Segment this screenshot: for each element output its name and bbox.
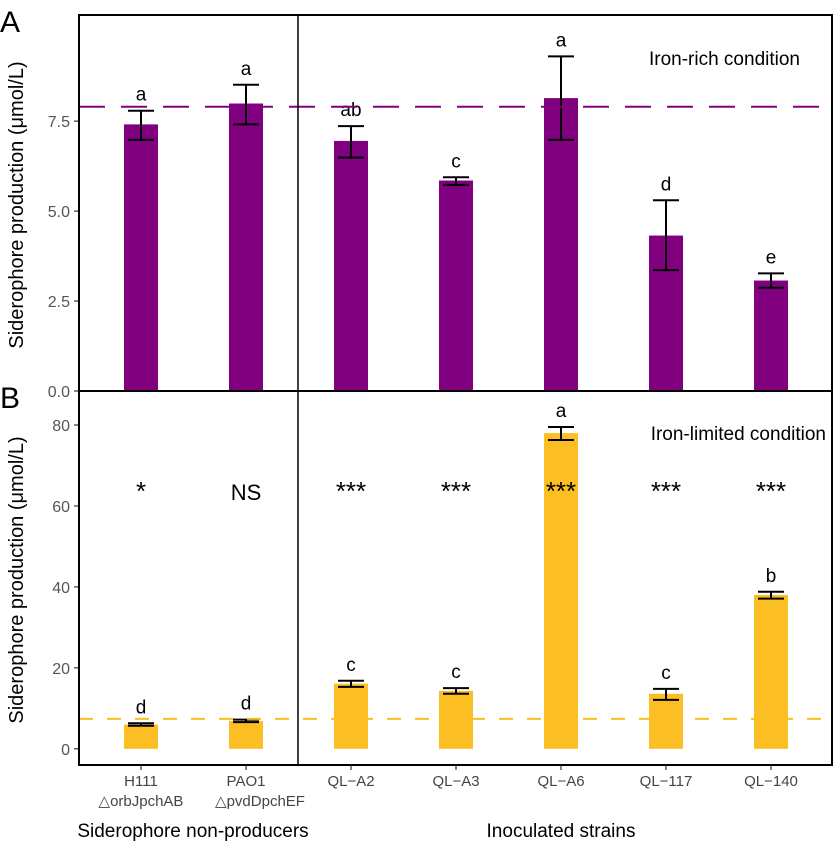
error-bar (128, 109, 154, 141)
letter-label: a (136, 85, 147, 106)
letter-label: ab (340, 100, 361, 121)
y-tick-label: 7.5 (48, 114, 70, 131)
letter-label: c (661, 663, 671, 684)
letter-label: d (136, 697, 147, 718)
error-bar (758, 590, 784, 600)
x-tick-label: QL−A2 (327, 773, 374, 790)
letter-label: a (241, 59, 252, 80)
x-tick-label: QL−140 (744, 773, 798, 790)
bar-H111 (124, 724, 158, 749)
bar-QL−140 (754, 280, 788, 391)
letter-label: d (241, 694, 252, 715)
bar-PAO1 (229, 103, 263, 392)
y-tick-label: 0.0 (48, 384, 70, 401)
panel-b: 0 20 40 60 80 d * d NS c *** c *** a *** c *** b *** (52, 390, 833, 766)
bar-QL−A3 (439, 180, 473, 391)
y-tick-label: 5.0 (48, 204, 70, 221)
panel-b-annotation: Iron-limited condition (651, 424, 826, 445)
y-tick-label: 0 (61, 742, 70, 759)
bar-QL−A6 (544, 433, 578, 749)
letter-label: c (451, 662, 461, 683)
error-bar (653, 687, 679, 701)
bar-QL−117 (649, 693, 683, 749)
bar-QL−A6 (544, 98, 578, 392)
group-label-inoculated: Inoculated strains (487, 821, 636, 842)
x-axis: H111 PAO1 QL−A2 QL−A3 QL−A6 QL−117 QL−140 (124, 765, 798, 790)
significance-label: *** (756, 476, 786, 506)
x-tick-label: QL−117 (640, 773, 693, 790)
significance-label: *** (546, 476, 576, 506)
bar-QL−A3 (439, 690, 473, 749)
letter-label: d (661, 174, 672, 195)
x-tick-label: PAO1 (227, 773, 266, 790)
x-tick-label: QL−A3 (432, 773, 479, 790)
significance-label: *** (441, 476, 471, 506)
error-bar (338, 679, 364, 688)
significance-label: *** (651, 476, 681, 506)
bar-PAO1 (229, 720, 263, 749)
significance-label: *** (336, 476, 366, 506)
y-tick-label: 40 (52, 580, 70, 597)
error-bar (758, 272, 784, 289)
sublabel-pao1: △pvdDpchEF (215, 793, 305, 810)
error-bar (128, 722, 154, 727)
letter-label: e (766, 247, 777, 268)
error-bar (443, 687, 469, 695)
x-tick-label: H111 (124, 773, 158, 790)
bar-QL−A2 (334, 683, 368, 749)
panel-b-label: B (0, 382, 20, 415)
panel-a: 0.0 2.5 5.0 7.5 a a ab c a d e (48, 14, 833, 401)
panel-a-annotation: Iron-rich condition (649, 49, 800, 70)
group-label-non-producers: Siderophore non-producers (77, 821, 308, 842)
error-bar (338, 125, 364, 159)
letter-label: c (346, 655, 356, 676)
panel-b-ylabel: Siderophore production (μmol/L) (6, 436, 28, 723)
bar-QL−140 (754, 595, 788, 749)
letter-label: b (766, 566, 777, 587)
error-bar (653, 199, 679, 272)
panel-a-ylabel: Siderophore production (μmol/L) (6, 61, 28, 348)
error-bar (443, 176, 469, 186)
bar-QL−A2 (334, 140, 368, 391)
y-tick-label: 20 (52, 661, 70, 678)
significance-label: * (136, 476, 146, 506)
y-tick-label: 80 (52, 418, 70, 435)
bar-H111 (124, 124, 158, 391)
x-tick-label: QL−A6 (537, 773, 584, 790)
sublabel-h111: △orbJpchAB (99, 793, 184, 810)
letter-label: c (451, 151, 461, 172)
y-tick-label: 2.5 (48, 294, 70, 311)
error-bar (548, 55, 574, 141)
error-bar (233, 83, 259, 126)
letter-label: a (556, 401, 567, 422)
significance-label: NS (231, 480, 262, 505)
panel-a-label: A (0, 6, 20, 39)
error-bar (548, 426, 574, 441)
y-tick-label: 60 (52, 499, 70, 516)
letter-label: a (556, 30, 567, 51)
